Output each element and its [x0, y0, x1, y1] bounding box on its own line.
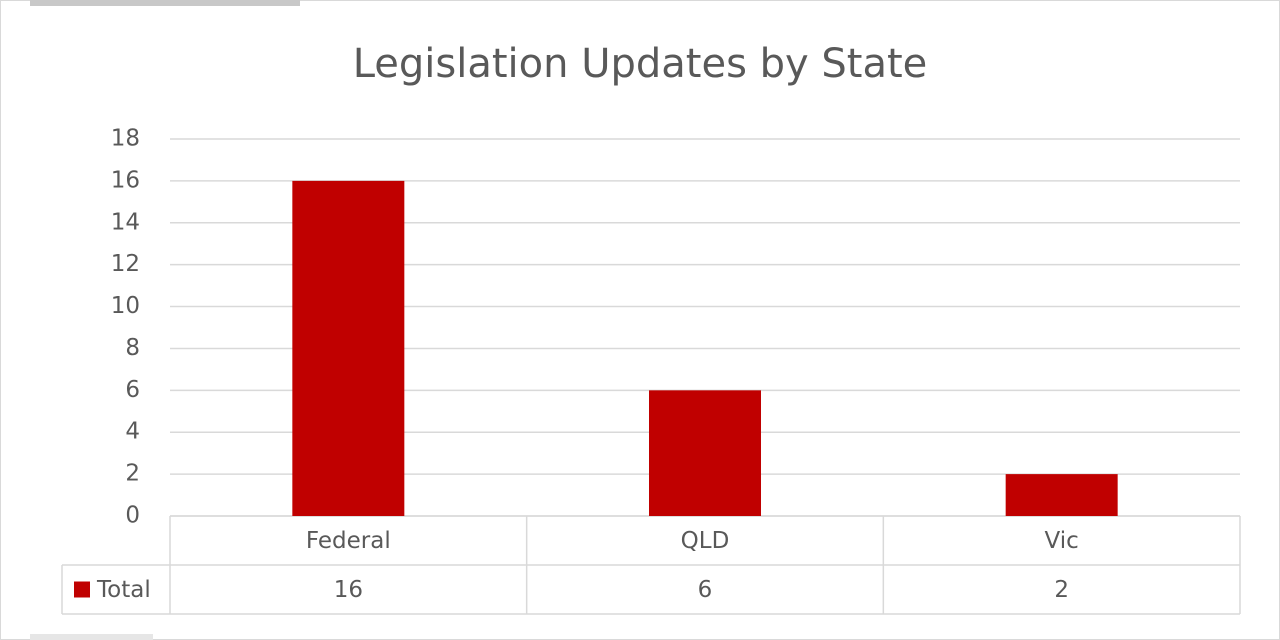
- y-tick-label: 14: [111, 209, 140, 235]
- y-tick-label: 16: [111, 167, 140, 193]
- decoration: [30, 634, 153, 640]
- x-tick-label: Vic: [1045, 528, 1079, 554]
- y-tick-label: 2: [125, 461, 140, 487]
- y-tick-label: 8: [125, 335, 140, 361]
- y-tick-label: 0: [125, 503, 140, 529]
- x-tick-label: QLD: [681, 528, 730, 554]
- decoration: [30, 0, 300, 6]
- y-tick-label: 6: [125, 377, 140, 403]
- table-value: 2: [1054, 577, 1069, 603]
- bar: [292, 180, 405, 516]
- legend-swatch: [74, 581, 90, 598]
- y-tick-label: 4: [125, 419, 140, 445]
- legend-label: Total: [96, 577, 151, 603]
- bar: [1005, 474, 1118, 516]
- x-tick-label: Federal: [306, 528, 391, 554]
- chart-title: Legislation Updates by State: [353, 41, 928, 87]
- table-value: 16: [334, 577, 363, 603]
- table-value: 6: [698, 577, 713, 603]
- y-tick-label: 18: [111, 126, 140, 152]
- y-tick-label: 12: [111, 251, 140, 277]
- y-tick-label: 10: [111, 293, 140, 319]
- bar: [649, 390, 761, 516]
